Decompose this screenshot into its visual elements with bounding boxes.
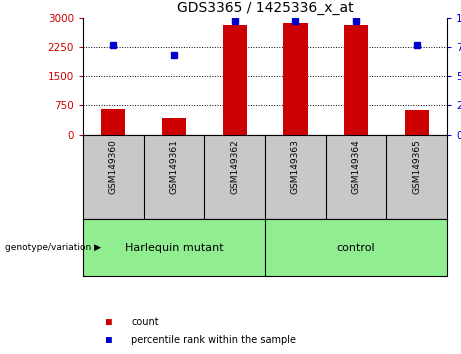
Bar bbox=[101, 109, 125, 135]
Bar bbox=[344, 25, 368, 135]
Text: count: count bbox=[131, 317, 159, 327]
Text: GSM149365: GSM149365 bbox=[412, 139, 421, 194]
Text: genotype/variation ▶: genotype/variation ▶ bbox=[5, 243, 100, 252]
Text: ■: ■ bbox=[106, 317, 112, 327]
Bar bbox=[283, 23, 307, 135]
Text: GSM149363: GSM149363 bbox=[291, 139, 300, 194]
Text: control: control bbox=[337, 243, 375, 253]
Bar bbox=[223, 25, 247, 135]
Text: GSM149360: GSM149360 bbox=[109, 139, 118, 194]
Title: GDS3365 / 1425336_x_at: GDS3365 / 1425336_x_at bbox=[177, 1, 354, 15]
Text: GSM149361: GSM149361 bbox=[170, 139, 178, 194]
Text: GSM149362: GSM149362 bbox=[230, 139, 239, 194]
Text: Harlequin mutant: Harlequin mutant bbox=[125, 243, 223, 253]
Bar bbox=[162, 118, 186, 135]
Bar bbox=[405, 110, 429, 135]
Text: GSM149364: GSM149364 bbox=[352, 139, 361, 194]
Text: percentile rank within the sample: percentile rank within the sample bbox=[131, 335, 296, 345]
Text: ■: ■ bbox=[106, 335, 112, 345]
